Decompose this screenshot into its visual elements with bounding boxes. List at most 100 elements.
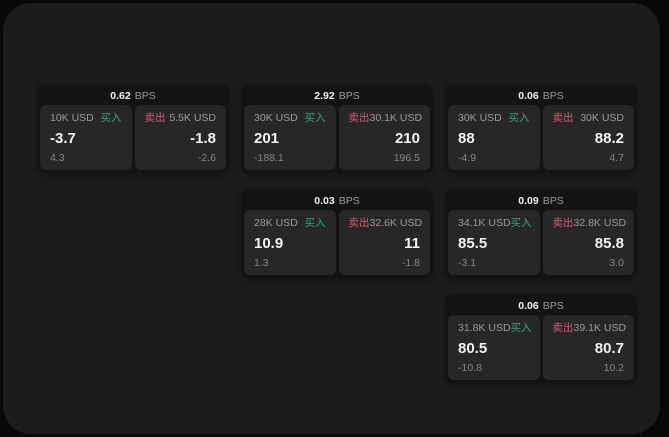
quote-card: 2.92 BPS 30K USD 买入 201 -188.1 卖出 xyxy=(241,84,433,173)
buy-price: 10.9 xyxy=(254,234,284,252)
sell-size: 30K USD xyxy=(580,112,624,124)
sell-delta: -2.6 xyxy=(197,151,216,164)
buy-labels-row: 28K USD 买入 xyxy=(254,218,326,229)
sell-side-label: 卖出 xyxy=(348,217,370,229)
spread-value: 0.62 xyxy=(110,89,131,102)
sell-side-label: 卖出 xyxy=(144,112,166,124)
sell-delta: 4.7 xyxy=(609,151,624,164)
buy-side-label: 买入 xyxy=(510,217,532,229)
spread-header: 0.06 BPS xyxy=(448,297,634,315)
quote-body: 31.8K USD 买入 80.5 -10.8 卖出 39.1K USD 80.… xyxy=(448,315,634,380)
sell-price: 88.2 xyxy=(594,129,624,147)
spread-value: 0.03 xyxy=(314,194,335,207)
sell-price: 11 xyxy=(404,234,420,252)
spread-header: 2.92 BPS xyxy=(244,87,430,105)
buy-tile[interactable]: 30K USD 买入 201 -188.1 xyxy=(244,105,336,170)
buy-tile[interactable]: 30K USD 买入 88 -4.9 xyxy=(448,105,540,170)
sell-tile[interactable]: 卖出 32.8K USD 85.8 3.0 xyxy=(542,210,634,275)
quote-card: 0.03 BPS 28K USD 买入 10.9 1.3 卖出 xyxy=(241,189,433,278)
sell-labels-row: 卖出 30.1K USD xyxy=(348,112,423,124)
quote-cards-grid: 0.62 BPS 10K USD 买入 -3.7 4.3 卖出 xyxy=(37,84,637,383)
spread-value: 0.06 xyxy=(518,89,539,102)
sell-labels-row: 卖出 32.8K USD xyxy=(552,217,627,229)
sell-labels-row: 卖出 30K USD xyxy=(553,113,625,124)
sell-size: 32.6K USD xyxy=(369,217,423,229)
sell-labels-row: 卖出 5.5K USD xyxy=(145,113,217,124)
buy-size: 10K USD xyxy=(50,112,94,124)
spread-unit-label: BPS xyxy=(338,89,360,102)
quote-body: 28K USD 买入 10.9 1.3 卖出 32.6K USD 11 -1.8 xyxy=(244,210,430,275)
spread-header: 0.62 BPS xyxy=(40,87,226,105)
spread-unit-label: BPS xyxy=(542,89,564,102)
spread-value: 0.09 xyxy=(518,194,539,207)
sell-side-label: 卖出 xyxy=(348,112,370,124)
buy-price: 85.5 xyxy=(458,234,488,252)
spread-unit-label: BPS xyxy=(542,299,564,312)
spread-header: 0.09 BPS xyxy=(448,192,634,210)
sell-tile[interactable]: 卖出 30.1K USD 210 196.5 xyxy=(338,105,430,170)
sell-delta: 196.5 xyxy=(393,151,420,164)
spread-header: 0.03 BPS xyxy=(244,192,430,210)
sell-price: -1.8 xyxy=(190,129,216,147)
buy-price: -3.7 xyxy=(50,129,76,147)
sell-size: 30.1K USD xyxy=(369,112,423,124)
sell-size: 5.5K USD xyxy=(169,112,216,124)
buy-side-label: 买入 xyxy=(510,322,532,334)
spread-unit-label: BPS xyxy=(134,89,156,102)
buy-size: 28K USD xyxy=(254,217,298,229)
sell-labels-row: 卖出 39.1K USD xyxy=(552,322,627,334)
buy-side-label: 买入 xyxy=(100,112,122,124)
sell-price: 80.7 xyxy=(594,339,624,357)
spread-unit-label: BPS xyxy=(338,194,360,207)
buy-size: 30K USD xyxy=(458,112,502,124)
buy-delta: 1.3 xyxy=(254,256,269,269)
buy-tile[interactable]: 10K USD 买入 -3.7 4.3 xyxy=(40,105,132,170)
quote-body: 30K USD 买入 201 -188.1 卖出 30.1K USD 210 1… xyxy=(244,105,430,170)
sell-delta: 10.2 xyxy=(603,361,624,374)
buy-price: 88 xyxy=(458,129,475,147)
buy-labels-row: 34.1K USD 买入 xyxy=(458,217,532,229)
buy-delta: -3.1 xyxy=(458,256,477,269)
buy-tile[interactable]: 28K USD 买入 10.9 1.3 xyxy=(244,210,336,275)
buy-labels-row: 30K USD 买入 xyxy=(458,113,530,124)
sell-side-label: 卖出 xyxy=(552,322,574,334)
quote-card: 0.06 BPS 31.8K USD 买入 80.5 -10.8 卖 xyxy=(445,294,637,383)
sell-size: 32.8K USD xyxy=(573,217,627,229)
buy-delta: -188.1 xyxy=(254,151,284,164)
sell-delta: -1.8 xyxy=(401,256,420,269)
sell-side-label: 卖出 xyxy=(552,217,574,229)
buy-delta: -10.8 xyxy=(458,361,482,374)
spread-header: 0.06 BPS xyxy=(448,87,634,105)
trading-panel: 0.62 BPS 10K USD 买入 -3.7 4.3 卖出 xyxy=(3,3,660,434)
buy-side-label: 买入 xyxy=(304,112,326,124)
buy-delta: -4.9 xyxy=(458,151,477,164)
spread-value: 0.06 xyxy=(518,299,539,312)
buy-labels-row: 10K USD 买入 xyxy=(50,113,122,124)
sell-price: 85.8 xyxy=(594,234,624,252)
buy-side-label: 买入 xyxy=(304,217,326,229)
sell-labels-row: 卖出 32.6K USD xyxy=(348,217,423,229)
quote-body: 34.1K USD 买入 85.5 -3.1 卖出 32.8K USD 85.8… xyxy=(448,210,634,275)
quote-card: 0.09 BPS 34.1K USD 买入 85.5 -3.1 卖出 xyxy=(445,189,637,278)
sell-tile[interactable]: 卖出 5.5K USD -1.8 -2.6 xyxy=(134,105,226,170)
quote-card: 0.62 BPS 10K USD 买入 -3.7 4.3 卖出 xyxy=(37,84,229,173)
sell-side-label: 卖出 xyxy=(552,112,574,124)
sell-size: 39.1K USD xyxy=(573,322,627,334)
buy-size: 31.8K USD xyxy=(458,322,511,334)
sell-tile[interactable]: 卖出 39.1K USD 80.7 10.2 xyxy=(542,315,634,380)
buy-size: 34.1K USD xyxy=(458,217,511,229)
buy-price: 201 xyxy=(254,129,280,147)
spread-unit-label: BPS xyxy=(542,194,564,207)
buy-tile[interactable]: 31.8K USD 买入 80.5 -10.8 xyxy=(448,315,540,380)
quote-body: 10K USD 买入 -3.7 4.3 卖出 5.5K USD -1.8 -2.… xyxy=(40,105,226,170)
quote-card: 0.06 BPS 30K USD 买入 88 -4.9 卖出 xyxy=(445,84,637,173)
buy-delta: 4.3 xyxy=(50,151,65,164)
quote-body: 30K USD 买入 88 -4.9 卖出 30K USD 88.2 4.7 xyxy=(448,105,634,170)
sell-tile[interactable]: 卖出 30K USD 88.2 4.7 xyxy=(542,105,634,170)
sell-tile[interactable]: 卖出 32.6K USD 11 -1.8 xyxy=(338,210,430,275)
spread-value: 2.92 xyxy=(314,89,335,102)
sell-price: 210 xyxy=(394,129,420,147)
buy-tile[interactable]: 34.1K USD 买入 85.5 -3.1 xyxy=(448,210,540,275)
buy-price: 80.5 xyxy=(458,339,488,357)
buy-labels-row: 30K USD 买入 xyxy=(254,113,326,124)
